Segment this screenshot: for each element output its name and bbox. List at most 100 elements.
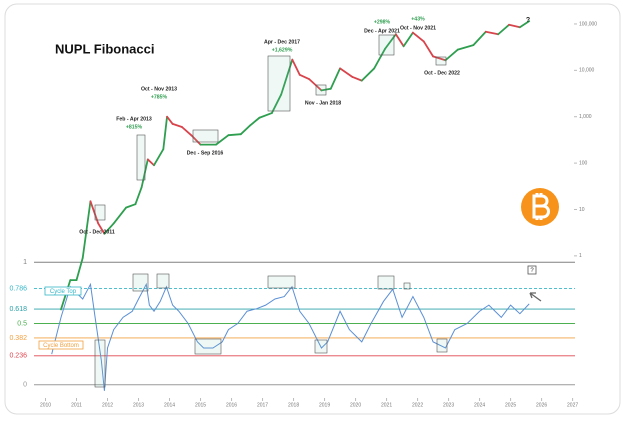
fib-label: 0.236	[9, 353, 27, 360]
annotation: Apr - Dec 2017	[264, 39, 300, 45]
x-tick-label: 2016	[226, 402, 237, 408]
x-tick-label: 2025	[505, 402, 516, 408]
highlight-box	[378, 34, 395, 56]
price-segment	[153, 148, 165, 167]
price-segment	[412, 31, 425, 43]
annotation: Dec - Sep 2016	[187, 150, 224, 156]
price-segment	[497, 23, 510, 36]
annotation: Oct - Dec 2022	[424, 70, 460, 76]
highlight-box	[132, 273, 149, 292]
price-segment	[162, 115, 168, 151]
x-tick-label: 2024	[474, 402, 485, 408]
price-segment	[97, 222, 106, 235]
price-segment	[75, 257, 84, 282]
highlight-box	[314, 339, 328, 354]
x-tick-label: 2020	[350, 402, 361, 408]
annotation: Nov - Jan 2018	[305, 100, 341, 106]
price-segment	[472, 30, 487, 47]
highlight-box	[194, 338, 222, 355]
x-tick-label: 2011	[71, 402, 82, 408]
highlight-box	[267, 275, 296, 289]
x-tick-label: 2018	[288, 402, 299, 408]
price-segment	[432, 55, 447, 62]
annotation: +815%	[126, 124, 143, 130]
price-segment	[134, 186, 143, 206]
price-segment	[518, 20, 531, 29]
annotation: +785%	[151, 94, 168, 100]
x-tick-label: 2012	[102, 402, 113, 408]
x-tick-label: 2017	[257, 402, 268, 408]
annotation: ?	[526, 17, 530, 24]
annotation: +43%	[411, 16, 425, 22]
x-tick-label: 2010	[40, 402, 51, 408]
y-tick-label: 100,000	[579, 21, 597, 27]
y-tick-label: 1,000	[579, 114, 592, 120]
price-segment	[456, 44, 475, 51]
y-tick-label: 10,000	[579, 68, 595, 74]
price-segment	[373, 47, 386, 70]
price-segment	[146, 158, 155, 167]
price-segment	[444, 48, 459, 62]
fib-label: 0.382	[9, 335, 27, 342]
arrow	[529, 292, 542, 302]
x-tick-label: 2021	[381, 402, 392, 408]
annotation: +298%	[374, 19, 391, 25]
bitcoin-logo	[521, 188, 559, 226]
x-tick-label: 2022	[412, 402, 423, 408]
nupl-line	[51, 282, 530, 391]
price-segment	[291, 58, 301, 76]
price-segment	[103, 222, 115, 235]
tag-box	[44, 286, 82, 296]
price-segment	[215, 134, 230, 146]
highlight-box	[156, 273, 170, 289]
highlight-box	[136, 134, 146, 181]
price-segment	[508, 23, 521, 29]
price-segment	[227, 133, 242, 137]
fib-label: 0.618	[9, 306, 27, 313]
price-segment	[239, 124, 252, 136]
tag-box	[527, 265, 537, 275]
highlight-box	[192, 129, 219, 143]
highlight-box	[94, 204, 106, 221]
x-tick-label: 2015	[195, 402, 206, 408]
annotation: +1,629%	[272, 47, 293, 53]
price-segment	[112, 206, 128, 225]
fib-label: 0	[23, 382, 27, 389]
x-tick-label: 2023	[443, 402, 454, 408]
fib-label: 0.786	[9, 285, 27, 292]
tag-label: ?	[530, 268, 534, 274]
annotation: Oct - Dec 2011	[79, 229, 115, 235]
highlight-box	[403, 282, 411, 290]
price-segment	[81, 200, 92, 259]
fib-label: 0.5	[17, 320, 27, 327]
price-segment	[394, 33, 405, 48]
price-segment	[339, 67, 354, 78]
price-segment	[166, 115, 174, 125]
price-segment	[125, 203, 137, 209]
price-segment	[258, 112, 273, 119]
tag-box	[38, 340, 84, 350]
price-segment	[171, 123, 183, 128]
price-segment	[181, 126, 193, 137]
x-tick-label: 2019	[319, 402, 330, 408]
chart-title: NUPL Fibonacci	[55, 41, 154, 56]
x-tick-label: 2014	[164, 402, 175, 408]
highlight-box	[315, 84, 327, 96]
tag-label: Cycle Bottom	[43, 343, 79, 349]
price-segment	[402, 31, 414, 48]
highlight-box	[435, 56, 447, 66]
card	[4, 3, 621, 415]
price-segment	[308, 78, 323, 92]
price-segment	[351, 76, 363, 82]
logo-b	[532, 193, 550, 220]
price-segment	[329, 67, 341, 90]
x-tick-label: 2027	[567, 402, 578, 408]
x-tick-label: 2013	[133, 402, 144, 408]
y-tick-label: 100	[579, 160, 588, 166]
tag-label: Cycle Top	[50, 289, 77, 295]
price-segment	[280, 58, 294, 96]
price-segment	[484, 30, 500, 36]
annotation: Feb - Apr 2013	[116, 116, 152, 122]
price-segment	[422, 40, 434, 58]
